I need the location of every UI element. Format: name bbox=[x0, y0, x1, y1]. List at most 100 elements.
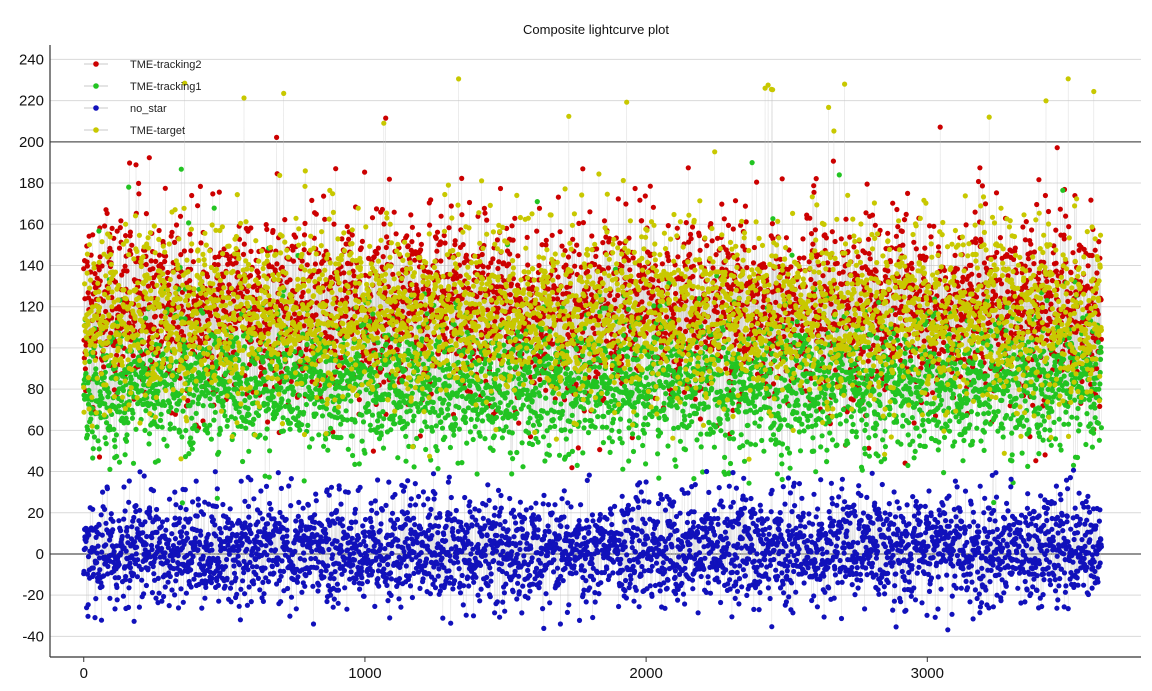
data-point bbox=[576, 251, 582, 258]
data-point bbox=[289, 243, 295, 249]
data-point bbox=[177, 428, 183, 435]
data-point bbox=[158, 313, 164, 319]
data-point bbox=[607, 292, 613, 298]
data-point bbox=[84, 259, 90, 265]
data-point bbox=[420, 286, 426, 292]
data-point bbox=[264, 226, 270, 232]
data-point bbox=[446, 383, 452, 389]
data-point bbox=[409, 239, 415, 245]
data-point bbox=[416, 232, 422, 238]
data-point bbox=[662, 330, 669, 336]
data-point bbox=[570, 236, 576, 242]
data-point bbox=[419, 336, 425, 342]
data-point bbox=[178, 252, 184, 258]
data-point bbox=[238, 379, 244, 385]
data-point bbox=[909, 260, 915, 266]
data-point bbox=[270, 227, 276, 234]
data-point bbox=[274, 134, 280, 140]
data-point bbox=[127, 233, 133, 239]
data-point bbox=[681, 389, 688, 395]
data-point bbox=[269, 388, 275, 394]
data-point bbox=[100, 298, 106, 304]
data-point bbox=[341, 270, 347, 276]
data-point bbox=[116, 403, 122, 409]
data-point bbox=[212, 409, 218, 415]
data-point bbox=[685, 165, 691, 171]
data-point bbox=[554, 296, 561, 302]
data-point bbox=[246, 448, 252, 454]
data-point bbox=[293, 364, 299, 370]
data-point bbox=[439, 425, 446, 431]
data-point bbox=[207, 396, 213, 402]
data-point bbox=[162, 402, 168, 408]
data-point bbox=[92, 271, 98, 277]
data-point bbox=[245, 405, 251, 412]
data-point bbox=[739, 302, 745, 308]
data-point bbox=[820, 273, 826, 279]
data-point bbox=[124, 432, 130, 438]
data-point bbox=[359, 412, 365, 418]
data-point bbox=[187, 231, 193, 237]
data-point bbox=[788, 264, 794, 270]
data-point bbox=[407, 287, 413, 293]
data-point bbox=[270, 394, 276, 400]
data-point bbox=[932, 346, 938, 352]
data-point bbox=[536, 262, 542, 269]
data-point bbox=[702, 339, 709, 345]
data-point bbox=[1036, 177, 1042, 183]
data-point bbox=[728, 287, 734, 293]
data-point bbox=[212, 334, 218, 340]
data-point bbox=[869, 212, 876, 218]
data-point bbox=[168, 233, 174, 239]
data-point bbox=[96, 267, 102, 273]
data-point bbox=[643, 314, 650, 320]
data-point bbox=[433, 235, 439, 241]
data-point bbox=[106, 390, 112, 396]
data-point bbox=[598, 276, 604, 282]
data-point bbox=[900, 242, 906, 248]
data-point bbox=[436, 377, 442, 383]
data-point bbox=[969, 271, 975, 277]
data-point bbox=[129, 242, 135, 248]
data-point bbox=[216, 449, 222, 455]
data-point bbox=[257, 432, 263, 438]
data-point bbox=[580, 166, 586, 172]
data-point bbox=[909, 265, 915, 272]
data-point bbox=[233, 260, 239, 266]
data-point bbox=[525, 262, 531, 268]
data-point bbox=[209, 403, 216, 409]
data-point bbox=[930, 390, 936, 396]
data-point bbox=[268, 366, 274, 372]
data-point bbox=[1094, 270, 1100, 276]
data-point bbox=[851, 317, 857, 323]
data-point bbox=[438, 258, 444, 264]
data-point bbox=[617, 240, 623, 246]
data-point bbox=[441, 349, 448, 355]
data-point bbox=[152, 405, 158, 411]
data-point bbox=[1031, 249, 1037, 255]
data-point bbox=[453, 271, 459, 277]
data-point bbox=[299, 422, 305, 428]
data-point bbox=[895, 224, 901, 230]
data-point bbox=[211, 417, 217, 423]
data-point bbox=[296, 392, 302, 398]
data-point bbox=[690, 273, 696, 280]
data-point bbox=[923, 254, 929, 260]
data-point bbox=[396, 360, 402, 366]
data-point bbox=[480, 270, 486, 276]
data-point bbox=[424, 311, 430, 317]
data-point bbox=[309, 197, 315, 203]
data-point bbox=[911, 420, 917, 426]
data-point bbox=[536, 205, 543, 211]
data-point bbox=[694, 344, 700, 350]
data-point bbox=[674, 225, 680, 231]
data-point bbox=[422, 419, 428, 425]
data-point bbox=[704, 243, 710, 249]
data-point bbox=[410, 418, 416, 424]
data-point bbox=[313, 411, 319, 417]
data-point bbox=[592, 261, 598, 268]
data-point bbox=[485, 264, 491, 270]
data-point bbox=[510, 237, 516, 243]
data-point bbox=[226, 386, 232, 392]
data-point bbox=[352, 461, 358, 467]
